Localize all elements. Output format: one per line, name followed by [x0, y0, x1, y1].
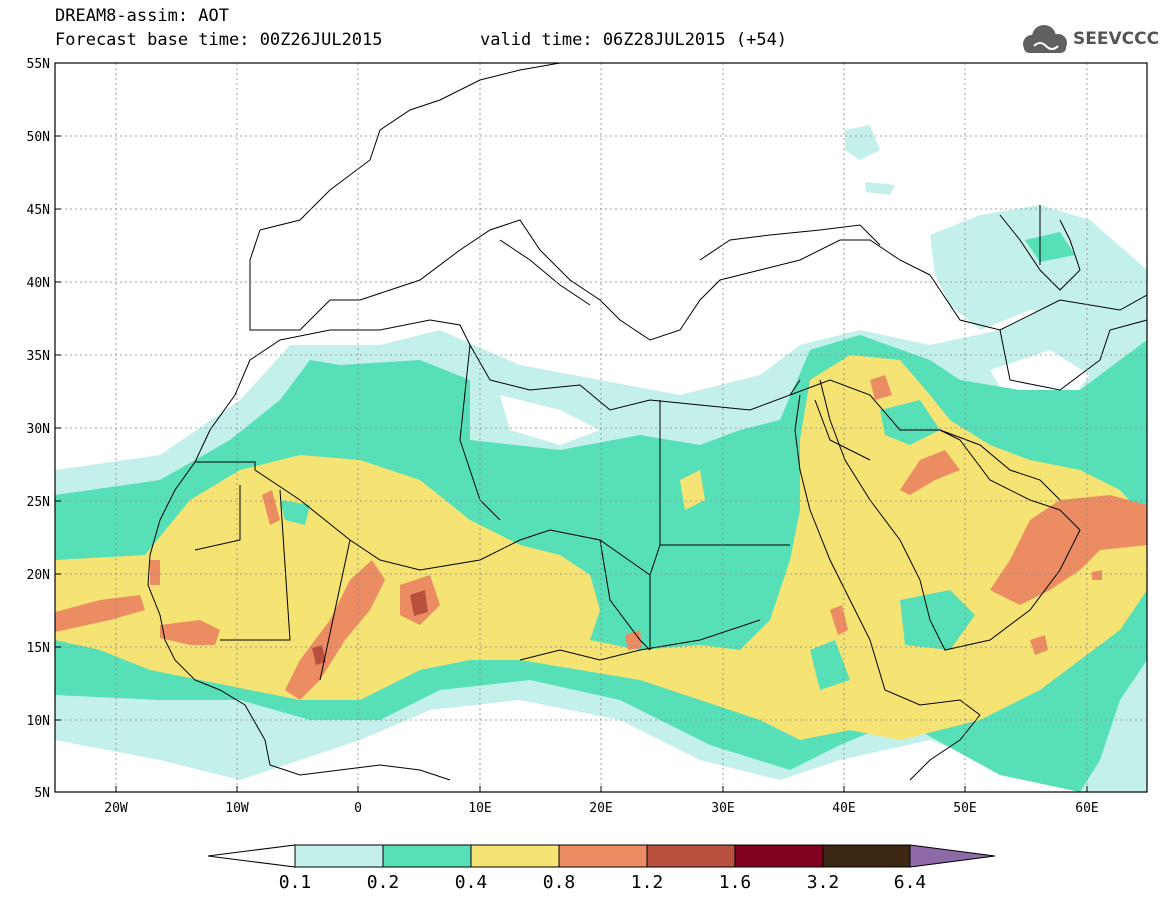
forecast-base-time: Forecast base time: 00Z26JUL2015: [55, 30, 383, 50]
lon-tick-label: 10E: [468, 801, 491, 816]
colorbar-label: 0.1: [278, 872, 312, 893]
map-title: DREAM8-assim: AOT: [55, 6, 229, 26]
colorbar-label: 1.6: [718, 872, 752, 893]
logo-text: SEEVCCC: [1073, 29, 1160, 49]
lat-tick-label: 55N: [27, 57, 50, 72]
colorbar-swatch: [558, 844, 648, 868]
lat-tick-label: 30N: [27, 422, 50, 437]
valid-time: valid time: 06Z28JUL2015 (+54): [480, 30, 788, 50]
lon-tick-label: 30E: [711, 801, 734, 816]
lat-tick-label: 40N: [27, 276, 50, 291]
colorbar-under-arrow: [207, 844, 296, 868]
colorbar-label: 3.2: [806, 872, 840, 893]
lat-tick-label: 50N: [27, 130, 50, 145]
cloud-icon: [1023, 25, 1067, 53]
lat-tick-label: 5N: [34, 786, 50, 801]
colorbar-label: 0.8: [542, 872, 576, 893]
colorbar-swatch: [646, 844, 736, 868]
lat-tick-label: 35N: [27, 349, 50, 364]
colorbar-label: 6.4: [893, 872, 927, 893]
coastlines: [55, 63, 1147, 792]
lat-axis: 55N 50N 45N 40N 35N 30N 25N 20N 15N 10N …: [27, 57, 50, 801]
lat-tick-label: 15N: [27, 641, 50, 656]
lon-tick-label: 60E: [1075, 801, 1098, 816]
colorbar-swatch: [294, 844, 384, 868]
lat-tick-label: 25N: [27, 495, 50, 510]
colorbar-label: 0.4: [454, 872, 488, 893]
colorbar-label: 1.2: [630, 872, 664, 893]
lat-tick-label: 45N: [27, 203, 50, 218]
grid: [55, 63, 1147, 792]
lon-tick-label: 50E: [953, 801, 976, 816]
lon-tick-label: 40E: [832, 801, 855, 816]
colorbar-label: 0.2: [366, 872, 400, 893]
lon-tick-label: 0: [354, 801, 362, 816]
lon-axis: 20W 10W 0 10E 20E 30E 40E 50E 60E: [104, 801, 1098, 816]
lon-tick-label: 20W: [104, 801, 128, 816]
colorbar-over-arrow: [909, 844, 996, 868]
colorbar-swatch: [382, 844, 472, 868]
colorbar-swatch: [734, 844, 824, 868]
colorbar: [207, 844, 996, 868]
lat-tick-label: 10N: [27, 714, 50, 729]
colorbar-swatch: [470, 844, 560, 868]
colorbar-swatch: [822, 844, 911, 868]
lon-tick-label: 10W: [225, 801, 249, 816]
lon-tick-label: 20E: [589, 801, 612, 816]
lat-tick-label: 20N: [27, 568, 50, 583]
